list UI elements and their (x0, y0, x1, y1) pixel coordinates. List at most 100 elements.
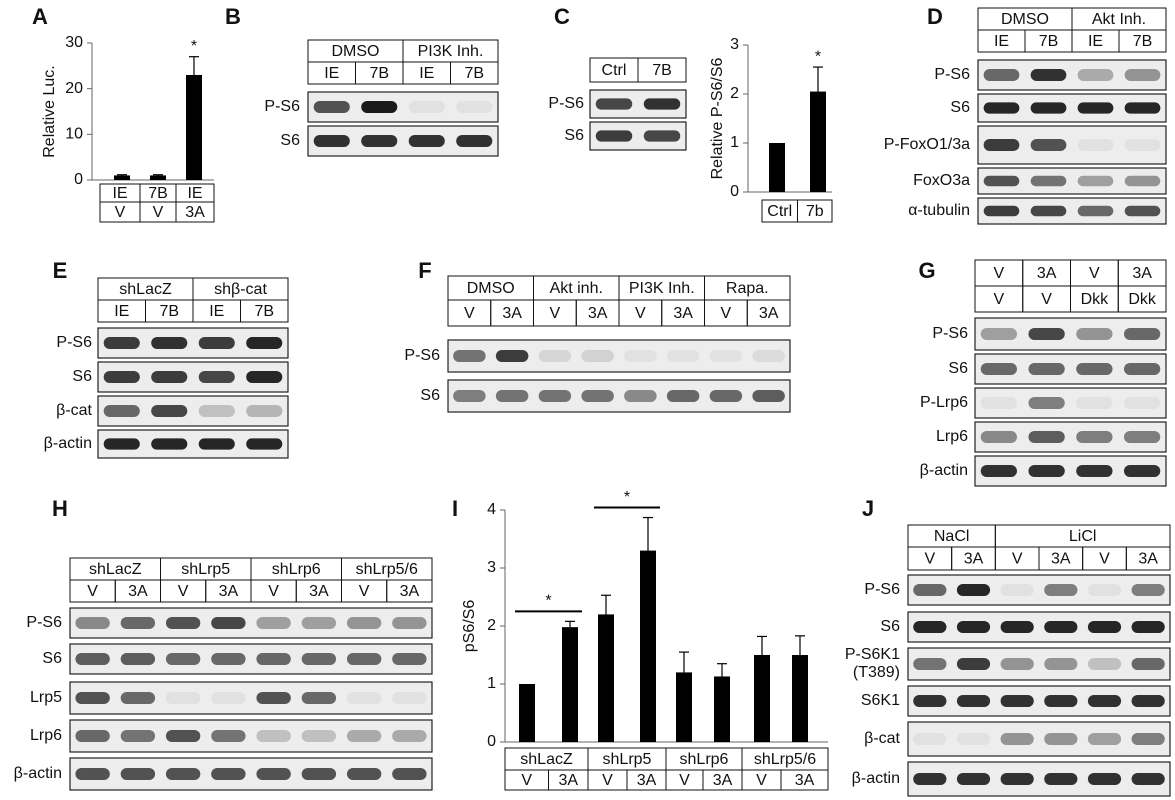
x-tick-label: IE (187, 185, 202, 202)
band (151, 371, 187, 383)
band (644, 98, 680, 109)
band (121, 768, 155, 780)
header-label: 3A (128, 583, 148, 600)
bar (598, 614, 614, 742)
row-label: P-S6 (26, 614, 62, 631)
row-label: β-actin (920, 462, 968, 479)
header-label: IE (419, 65, 434, 82)
row-label: P-Lrp6 (920, 394, 968, 411)
bar (769, 143, 785, 192)
y-tick-label: 2 (730, 85, 739, 102)
blot-strip (908, 648, 1170, 680)
bar (810, 92, 826, 192)
x-tick-label: V (756, 772, 767, 789)
row-label: β-actin (14, 765, 62, 782)
bar (150, 175, 166, 180)
band (256, 617, 290, 629)
band (121, 692, 155, 704)
y-tick-label: 0 (487, 733, 496, 750)
row-label: Lrp5 (30, 689, 62, 706)
x-tick-label: IE (112, 185, 127, 202)
x-tick-label: V (521, 772, 532, 789)
band (957, 733, 990, 745)
band (1088, 773, 1121, 785)
row-label: β-actin (852, 770, 900, 787)
band (1076, 363, 1112, 375)
x-tick-label: 7B (148, 185, 168, 202)
band (913, 773, 946, 785)
x-tick-label: 3A (558, 772, 578, 789)
row-label: S6 (950, 99, 970, 116)
band (984, 206, 1020, 216)
header-label: shLacZ (119, 281, 172, 298)
bar (754, 655, 770, 742)
band (246, 405, 282, 417)
row-label: P-S6 (934, 66, 970, 83)
band (246, 337, 282, 349)
band (981, 465, 1017, 477)
row-label: S6 (880, 618, 900, 635)
panel-letter: G (918, 258, 935, 283)
band (984, 102, 1020, 113)
band (581, 350, 613, 362)
band (453, 350, 485, 362)
band (1044, 695, 1077, 707)
band (409, 101, 445, 113)
header-label: 3A (964, 551, 984, 568)
band (314, 101, 350, 113)
x-tick-label: 3A (713, 772, 733, 789)
row-label: P-S6 (264, 98, 300, 115)
header-label: DMSO (467, 280, 515, 297)
band (957, 773, 990, 785)
y-axis-label: Relative P-S6/S6 (709, 57, 726, 179)
panel-letter: I (452, 496, 458, 521)
band (496, 350, 528, 362)
band (710, 390, 742, 402)
row-label: Lrp6 (30, 727, 62, 744)
band (1028, 465, 1064, 477)
band (913, 621, 946, 633)
band (913, 733, 946, 745)
band (1044, 773, 1077, 785)
y-tick-label: 1 (487, 675, 496, 692)
band (151, 438, 187, 449)
band (302, 617, 336, 629)
x-tick-label: shLrp5 (603, 751, 652, 768)
band (984, 139, 1020, 151)
band (1132, 621, 1165, 633)
header-label: IE (324, 65, 339, 82)
band (166, 653, 200, 665)
band (1132, 658, 1165, 670)
band (957, 658, 990, 670)
header-label: LiCl (1069, 528, 1097, 545)
header-label: 3A (673, 305, 693, 322)
band (1132, 695, 1165, 707)
band (1124, 328, 1160, 340)
row-label: FoxO3a (913, 172, 970, 189)
header-label: 7B (652, 62, 672, 79)
band (151, 337, 187, 349)
header-label: 3A (1037, 265, 1057, 282)
bar (714, 676, 730, 742)
header-label: Akt inh. (550, 280, 603, 297)
band (75, 768, 109, 780)
x-tick-label: 3A (795, 772, 815, 789)
band (166, 730, 200, 742)
row-label: α-tubulin (908, 202, 970, 219)
band (624, 350, 656, 362)
header-label: 3A (219, 583, 239, 600)
band (581, 390, 613, 402)
band (539, 350, 571, 362)
bar (792, 655, 808, 742)
panel-letter: A (32, 4, 48, 29)
band (1001, 621, 1034, 633)
band (121, 730, 155, 742)
x-tick-label: V (602, 772, 613, 789)
header-label: shLrp6 (272, 561, 321, 578)
header-label: 3A (1051, 551, 1071, 568)
header-label: Ctrl (602, 62, 627, 79)
header-label: V (359, 583, 370, 600)
row-label: S6 (72, 368, 92, 385)
band (957, 621, 990, 633)
band (302, 730, 336, 742)
